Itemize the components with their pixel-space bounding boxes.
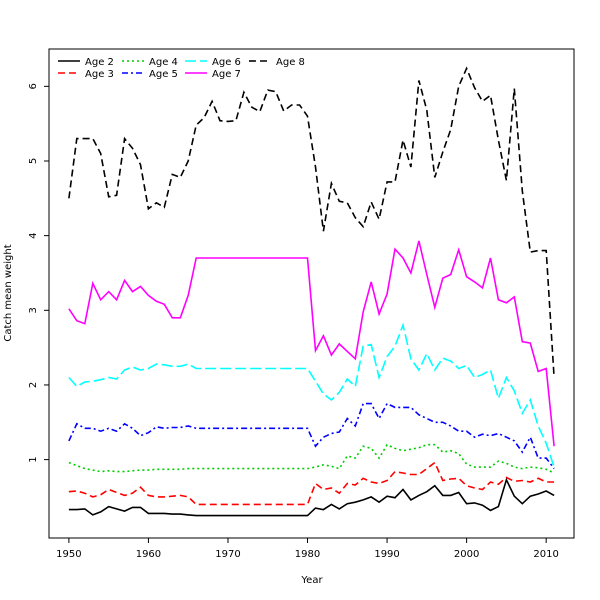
y-tick-label: 3 [28,307,39,313]
series-line-age-8 [68,66,555,378]
legend-label: Age 4 [149,57,178,68]
x-tick-label: 2010 [533,549,558,560]
series-line-age-7 [68,240,555,447]
plot-frame [48,48,575,539]
series-line-age-2 [68,477,555,517]
y-tick-label: 2 [28,382,39,388]
legend-label: Age 2 [85,57,114,68]
legend-item-age-8: Age 8 [249,57,305,68]
series-line-age-5 [68,402,555,470]
x-tick-label: 1960 [136,549,161,560]
y-tick-label: 1 [28,456,39,462]
x-tick-label: 1990 [374,549,399,560]
legend-label: Age 6 [212,57,241,68]
legend-label: Age 5 [149,69,178,80]
x-tick-label: 1950 [56,549,81,560]
legend-label: Age 8 [276,57,305,68]
x-tick-label: 1980 [295,549,320,560]
legend-item-age-3: Age 3 [58,69,114,80]
x-axis: 1950 1960 1970 1980 1990 2000 2010 [56,538,559,560]
x-axis-title: Year [300,575,323,586]
legend-label: Age 3 [85,69,114,80]
legend-item-age-5: Age 5 [122,69,178,80]
y-tick-label: 6 [28,83,39,89]
legend-item-age-2: Age 2 [58,57,114,68]
y-axis-title: Catch mean weight [3,244,14,341]
legend-label: Age 7 [212,69,241,80]
legend-item-age-4: Age 4 [122,57,178,68]
y-axis: 1 2 3 4 5 6 [28,83,49,463]
series-line-age-3 [68,461,555,506]
legend-item-age-7: Age 7 [185,69,241,80]
y-tick-label: 4 [28,232,39,238]
series-line-age-6 [68,322,555,468]
x-tick-label: 2000 [454,549,479,560]
x-tick-label: 1970 [215,549,240,560]
legend-item-age-6: Age 6 [185,57,241,68]
series-lines [68,66,555,517]
y-tick-label: 5 [28,158,39,164]
